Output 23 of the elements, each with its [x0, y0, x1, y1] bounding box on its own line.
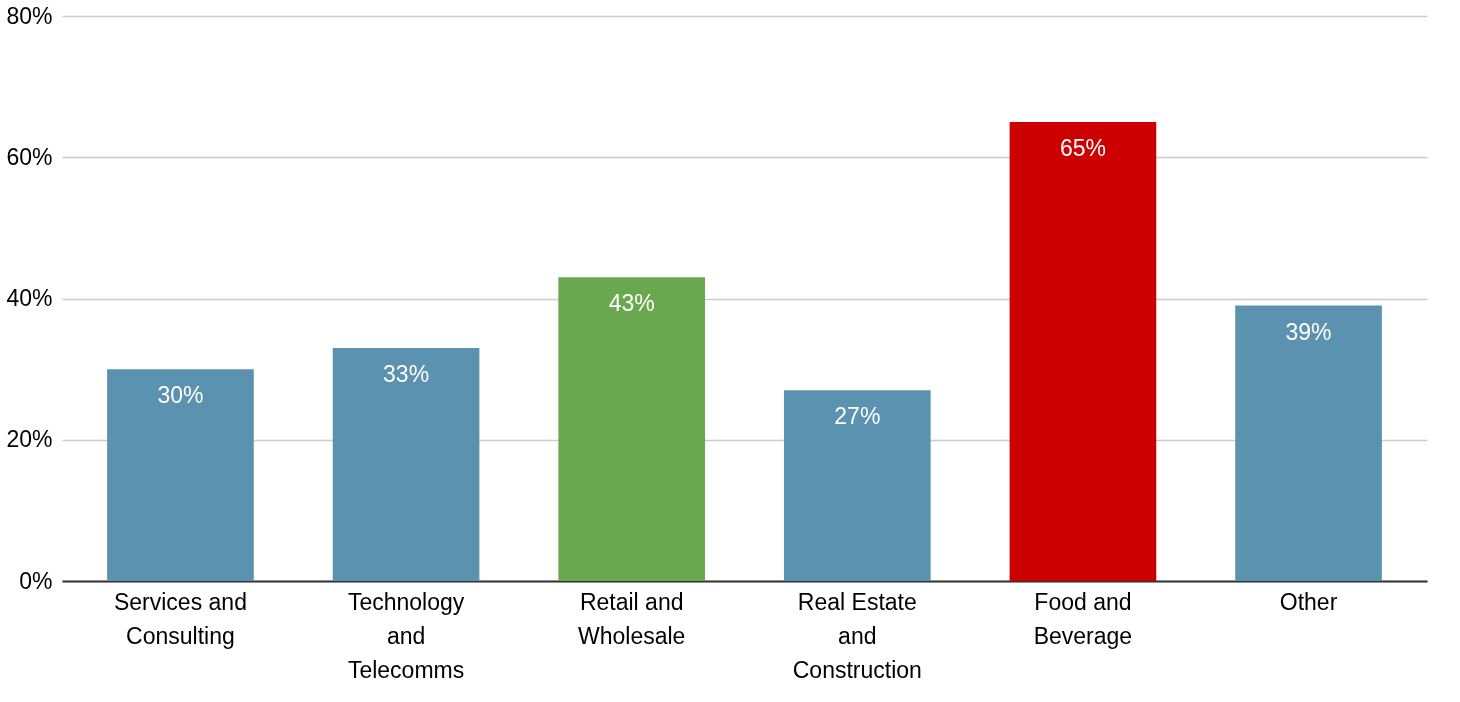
- y-tick-label: 0%: [19, 567, 53, 594]
- x-tick-label: Other: [1279, 588, 1338, 615]
- bar: [1009, 121, 1157, 581]
- x-tick-label: Retail and Wholesale: [577, 588, 686, 649]
- x-tick-label: Food and Beverage: [1033, 588, 1133, 649]
- y-tick-label: 20%: [6, 426, 53, 453]
- data-label: 43%: [608, 290, 655, 317]
- x-tick-label: Technology and Telecomms: [347, 588, 465, 683]
- x-tick-label: Services and Consulting: [113, 588, 247, 649]
- bar: [332, 347, 480, 581]
- y-tick-label: 40%: [6, 285, 53, 311]
- data-label: 30%: [157, 382, 204, 409]
- bar: [1235, 305, 1382, 581]
- bar: [783, 390, 931, 581]
- bar: [107, 369, 254, 581]
- data-label: 27%: [834, 403, 881, 430]
- bar: [558, 277, 706, 581]
- x-tick-label: Real Estate and Construction: [792, 588, 922, 683]
- y-tick-label: 60%: [6, 143, 53, 170]
- data-label: 65%: [1059, 134, 1106, 161]
- data-label: 33%: [383, 360, 430, 387]
- y-tick-label: 80%: [6, 2, 53, 29]
- data-label: 39%: [1285, 318, 1332, 345]
